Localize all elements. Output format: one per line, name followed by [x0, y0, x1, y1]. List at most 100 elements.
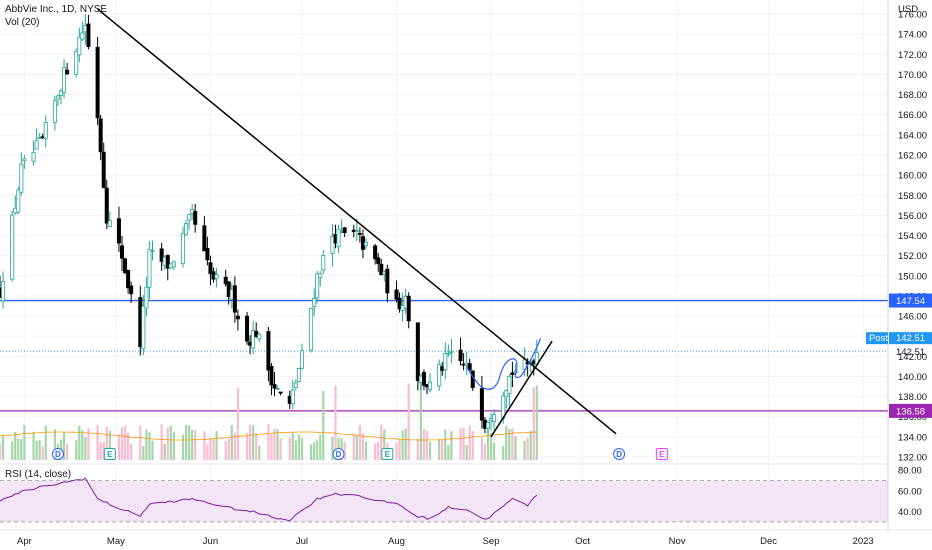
candle-body: [293, 382, 298, 389]
candle-body: [266, 331, 271, 371]
volume-bar: [145, 429, 148, 460]
volume-bar: [404, 428, 407, 460]
dividend-marker[interactable]: [613, 448, 626, 460]
volume-bar: [120, 427, 124, 460]
post-tag-label: Post: [869, 333, 888, 344]
candle-body: [74, 50, 79, 75]
volume-bar: [471, 430, 474, 460]
candle-body: [415, 322, 420, 382]
volume-bar: [66, 443, 69, 460]
volume-bar: [212, 438, 215, 460]
volume-bar: [258, 445, 261, 460]
candle-body: [126, 269, 131, 289]
volume-bar: [300, 437, 304, 460]
candle-body: [80, 32, 85, 40]
candle-body: [376, 257, 381, 265]
volume-bar: [535, 385, 538, 460]
volume-bar: [377, 441, 380, 460]
volume-bar: [191, 429, 194, 460]
candle-body: [205, 248, 210, 261]
volume-bar: [334, 385, 337, 460]
time-tick-label: Nov: [669, 536, 686, 547]
price-tag-label: 147.54: [896, 296, 925, 307]
volume-bar: [1, 436, 5, 460]
earnings-marker[interactable]: [381, 448, 394, 460]
volume-bar: [99, 442, 102, 460]
price-tick-label: 138.00: [898, 392, 927, 403]
price-tick-label: 140.00: [898, 372, 927, 383]
dividend-marker[interactable]: [332, 448, 345, 460]
price-tick-label: 170.00: [898, 70, 927, 81]
sketch-path[interactable]: [466, 338, 542, 390]
trendline[interactable]: [490, 340, 553, 438]
candle-body: [180, 232, 185, 264]
candle-body: [86, 23, 91, 48]
volume-bar: [316, 440, 319, 460]
earnings-marker[interactable]: [103, 448, 116, 460]
volume-bar: [78, 425, 81, 460]
candle-body: [290, 389, 295, 405]
time-tick-label: Oct: [575, 536, 590, 547]
rsi-legend: RSI (14, close): [5, 469, 71, 480]
dividend-marker[interactable]: [51, 448, 64, 460]
volume-bar: [53, 429, 56, 460]
candle-body: [232, 285, 237, 313]
volume-bar: [188, 425, 191, 460]
volume-bar: [331, 436, 334, 460]
candlestick-series: [0, 14, 539, 434]
candle-body: [342, 227, 347, 234]
candle-body: [437, 364, 442, 387]
candle-body: [101, 151, 106, 189]
candle-body: [330, 235, 335, 254]
candle-body: [123, 258, 128, 274]
rsi-line: [0, 477, 538, 522]
volume-bar: [160, 424, 163, 460]
candle-body: [257, 333, 262, 340]
event-marker-letter: D: [55, 450, 61, 459]
candle-body: [428, 381, 433, 390]
price-tick-label: 174.00: [898, 30, 927, 41]
candle-body: [275, 388, 280, 390]
candle-body: [269, 365, 274, 386]
volume-bar: [81, 429, 84, 460]
candle-body: [245, 315, 250, 342]
candle-body: [309, 308, 314, 351]
last-price-label: 142.51: [896, 347, 925, 358]
earnings-marker[interactable]: [655, 448, 668, 460]
drawing-tools: [97, 8, 617, 438]
price-tick-label: 168.00: [898, 90, 927, 101]
price-tick-label: 160.00: [898, 171, 927, 182]
candle-body: [315, 273, 320, 299]
volume-bar: [364, 441, 368, 460]
candle-body: [171, 261, 176, 268]
rsi-tick-label: 40.00: [898, 507, 922, 518]
candle-body: [318, 273, 323, 278]
trendline[interactable]: [97, 8, 617, 435]
candle-body: [235, 315, 240, 320]
price-tick-label: 154.00: [898, 231, 927, 242]
candle-body: [52, 100, 57, 123]
volume-bar: [459, 428, 462, 460]
post-tag: [866, 332, 888, 345]
volume-bar: [358, 424, 361, 460]
volume-bar: [483, 443, 487, 460]
candle-body: [202, 225, 207, 252]
time-tick-label: Aug: [388, 536, 405, 547]
candle-body: [458, 349, 463, 362]
volume-bar: [108, 430, 111, 460]
candle-body: [159, 248, 164, 262]
rsi-tick-label: 60.00: [898, 486, 922, 497]
candle-body: [373, 245, 378, 260]
candle-body: [278, 391, 283, 394]
volume-ma-line: [0, 431, 537, 441]
volume-bar: [227, 438, 230, 460]
candle-body: [187, 214, 192, 221]
volume-bar: [166, 427, 169, 460]
volume-bar: [319, 434, 322, 460]
volume-bar: [395, 442, 398, 460]
time-axis: Apr May Jun Jul Aug Sep Oct Nov Dec 2023: [17, 536, 874, 547]
candle-body: [184, 223, 189, 236]
volume-bar: [224, 441, 227, 460]
candle-body: [251, 330, 256, 349]
